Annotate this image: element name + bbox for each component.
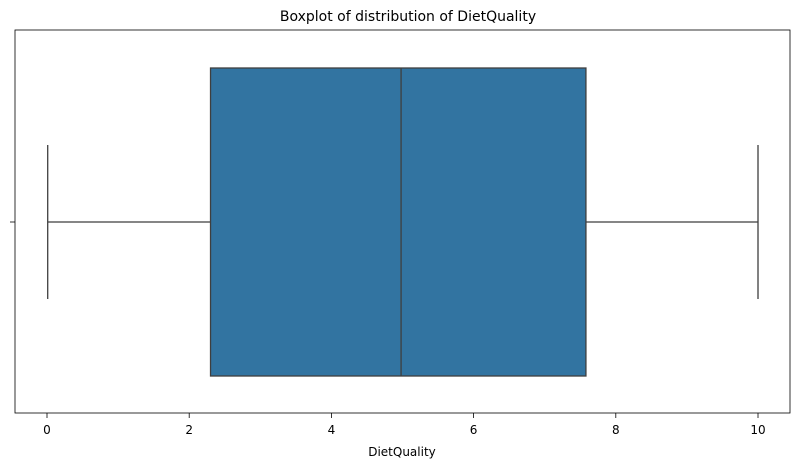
x-tick-label-6: 6 xyxy=(470,423,478,437)
boxplot-layer xyxy=(47,67,759,377)
chart-title: Boxplot of distribution of DietQuality xyxy=(280,9,536,25)
x-tick-label-10: 10 xyxy=(750,423,765,437)
x-tick-label-0: 0 xyxy=(43,423,51,437)
plot-area-frame xyxy=(14,29,791,414)
x-tick-label-8: 8 xyxy=(612,423,620,437)
x-axis-label: DietQuality xyxy=(368,445,436,459)
x-tick-label-2: 2 xyxy=(185,423,193,437)
x-tick-label-4: 4 xyxy=(328,423,336,437)
x-axis: 0 2 4 6 8 10 xyxy=(43,413,766,437)
interquartile-box xyxy=(209,67,587,377)
